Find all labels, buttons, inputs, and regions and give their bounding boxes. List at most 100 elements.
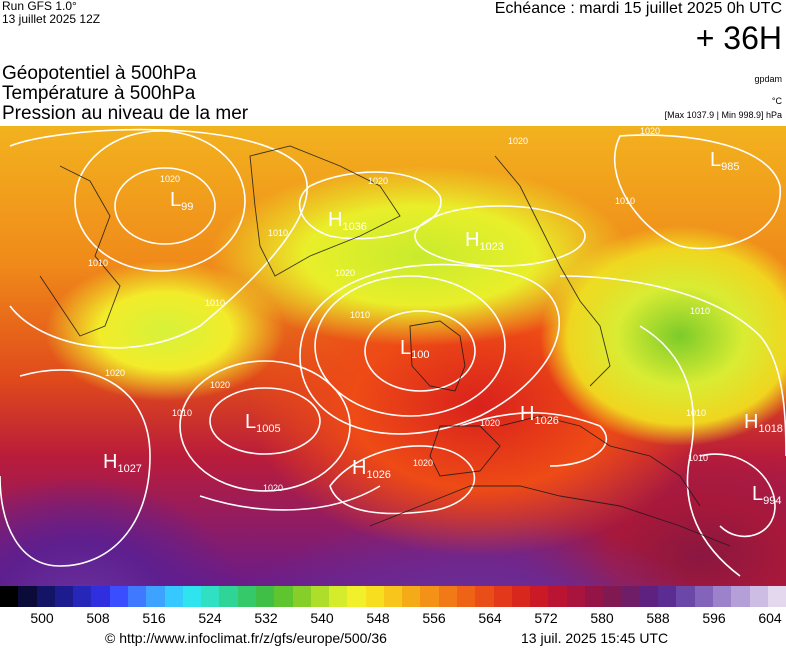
isobar-line	[414, 205, 586, 267]
pressure-centers: L985 L99 H1036 H1023 L100 L1005 H1027 H1026 H102…	[103, 149, 783, 507]
coastline-north-africa	[369, 485, 731, 547]
pressure-center-label: H1036	[328, 209, 367, 233]
scale-swatch	[767, 586, 786, 607]
scale-swatch	[182, 586, 202, 607]
scale-swatch	[511, 586, 531, 607]
scale-swatch	[731, 586, 750, 607]
isobar-line	[699, 453, 776, 538]
scale-swatch	[310, 586, 330, 607]
generated-time: 13 juil. 2025 15:45 UTC	[521, 630, 669, 646]
isobar-line	[9, 128, 308, 349]
source-link[interactable]: © http://www.infoclimat.fr/z/gfs/europe/…	[105, 630, 387, 646]
isobar-value-label: 1010	[268, 228, 288, 238]
isobar-value-label: 1020	[335, 268, 355, 278]
pressure-center-label: L100	[400, 337, 429, 361]
scale-swatch	[658, 586, 677, 607]
isobar-value-label: 1010	[686, 408, 706, 418]
weather-map: L985 L99 H1036 H1023 L100 L1005 H1027 H1026 H102…	[0, 126, 786, 586]
scale-tick-label: 532	[254, 610, 278, 626]
lead-time: + 36H	[695, 20, 782, 56]
coastlines	[39, 145, 731, 547]
scale-tick-label: 548	[366, 610, 390, 626]
scale-swatch	[146, 586, 165, 607]
scale-swatch	[329, 586, 348, 607]
scale-swatch	[0, 586, 19, 607]
scale-swatch	[73, 586, 92, 607]
scale-tick-label: 588	[646, 610, 670, 626]
scale-swatch	[292, 586, 311, 607]
isobar-value-label: 1020	[413, 458, 433, 468]
layer-pressure: Pression au niveau de la mer	[2, 103, 249, 124]
scale-swatch	[712, 586, 732, 607]
scale-swatch	[91, 586, 110, 607]
scale-tick-label: 516	[142, 610, 166, 626]
coastline-canada	[39, 165, 121, 337]
scale-tick-label: 500	[30, 610, 54, 626]
scale-tick-label: 556	[422, 610, 446, 626]
color-scale-bar	[0, 586, 786, 607]
scale-tick-label: 508	[86, 610, 110, 626]
coastline-iberia	[429, 425, 501, 477]
scale-swatch	[475, 586, 494, 607]
isobar-line	[639, 325, 741, 577]
isobar-line	[209, 387, 321, 455]
scale-swatch	[274, 586, 293, 607]
isobar-line	[179, 360, 351, 492]
isobar-lines	[0, 128, 786, 577]
scale-swatch	[18, 586, 37, 607]
layer-temperature: Température à 500hPa	[2, 83, 196, 104]
coastline-greenland	[249, 145, 401, 277]
scale-swatch	[109, 586, 128, 607]
isobar-value-label: 1020	[105, 368, 125, 378]
scale-swatch	[639, 586, 659, 607]
scale-tick-label: 572	[534, 610, 558, 626]
isobar-value-label: 1010	[615, 196, 635, 206]
color-scale-ticks: 500 508 516 524 532 540 548 556 564 572 580 588 596 6…	[0, 608, 786, 628]
scale-swatch	[749, 586, 768, 607]
isobar-line	[559, 275, 786, 457]
scale-swatch	[603, 586, 622, 607]
isobar-value-label: 1020	[640, 126, 660, 136]
scale-swatch	[164, 586, 183, 607]
isobar-line	[459, 412, 607, 467]
isobar-line	[199, 485, 381, 511]
scale-swatch	[548, 586, 567, 607]
isobar-value-label: 1010	[690, 306, 710, 316]
scale-tick-label: 524	[198, 610, 222, 626]
scale-swatch	[694, 586, 713, 607]
pressure-center-label: L1005	[245, 411, 281, 435]
pressure-range: [Max 1037.9 | Min 998.9] hPa	[664, 110, 782, 120]
scale-swatch	[237, 586, 256, 607]
isobar-value-label: 1010	[88, 258, 108, 268]
pressure-center-label: H1026	[520, 403, 559, 427]
isobar-value-label: 1020	[508, 136, 528, 146]
unit-temperature: °C	[771, 96, 782, 106]
scale-swatch	[347, 586, 366, 607]
pressure-center-label: H1026	[352, 457, 391, 481]
scale-swatch	[255, 586, 275, 607]
scale-swatch	[365, 586, 384, 607]
coastline-british-isles	[409, 320, 466, 392]
isobar-value-label: 1020	[210, 380, 230, 390]
scale-tick-label: 596	[702, 610, 726, 626]
scale-swatch	[457, 586, 476, 607]
scale-tick-label: 580	[590, 610, 614, 626]
pressure-center-label: L994	[752, 483, 781, 507]
scale-swatch	[420, 586, 439, 607]
scale-swatch	[201, 586, 220, 607]
isobar-line	[114, 167, 216, 245]
isobar-line	[74, 130, 246, 272]
scale-swatch	[438, 586, 458, 607]
pressure-center-label: H1018	[744, 411, 783, 435]
isobar-line	[299, 263, 560, 435]
coastline-scandinavia	[494, 155, 611, 387]
unit-geopotential: gpdam	[754, 74, 782, 84]
isobar-value-label: 1020	[263, 483, 283, 493]
scale-tick-label: 604	[758, 610, 782, 626]
isobar-overlay: L985 L99 H1036 H1023 L100 L1005 H1027 H1026 H102…	[0, 126, 786, 577]
isobar-value-label: 1010	[688, 453, 708, 463]
scale-swatch	[530, 586, 549, 607]
isobar-line	[0, 369, 151, 567]
scale-swatch	[402, 586, 421, 607]
isobar-value-label: 1020	[160, 174, 180, 184]
